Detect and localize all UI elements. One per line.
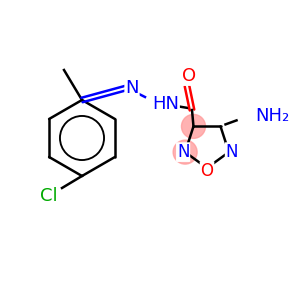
Circle shape xyxy=(173,140,197,164)
Text: Cl: Cl xyxy=(40,187,58,205)
Circle shape xyxy=(182,114,206,138)
Text: HN: HN xyxy=(152,95,179,113)
Text: N: N xyxy=(226,143,238,161)
Text: NH₂: NH₂ xyxy=(256,107,290,125)
Text: O: O xyxy=(200,162,214,180)
Text: O: O xyxy=(182,67,196,85)
Text: N: N xyxy=(177,143,189,161)
Text: N: N xyxy=(125,79,139,97)
